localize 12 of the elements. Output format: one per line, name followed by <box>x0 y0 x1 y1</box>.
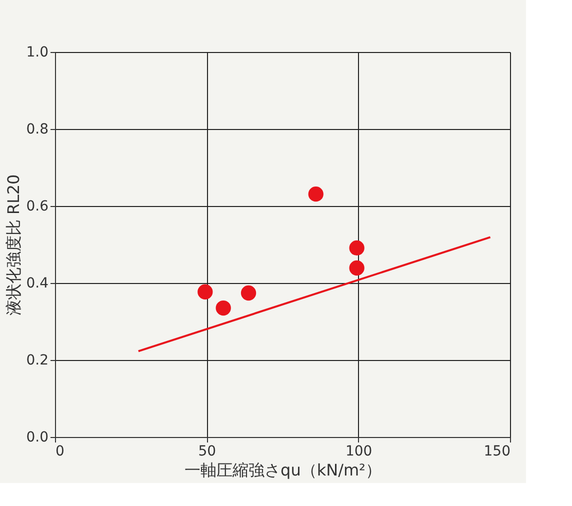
x-axis-title: 一軸圧縮強さqu（kN/m²） <box>184 460 382 480</box>
y-tick-label: 0.6 <box>26 198 49 214</box>
y-tick-label: 0.0 <box>26 430 48 446</box>
y-axis-title: 液状化強度比 RL20 <box>4 174 24 316</box>
y-tick-label: 0.4 <box>26 276 49 292</box>
x-tick-label: 150 <box>484 444 510 460</box>
y-tick-label: 1.0 <box>26 44 48 60</box>
x-tick-label: 0 <box>56 444 64 460</box>
x-tick-label: 50 <box>198 444 216 460</box>
x-tick-label: 100 <box>345 444 372 460</box>
y-tick-label: 0.2 <box>26 352 48 368</box>
y-tick-label: 0.8 <box>26 122 48 138</box>
